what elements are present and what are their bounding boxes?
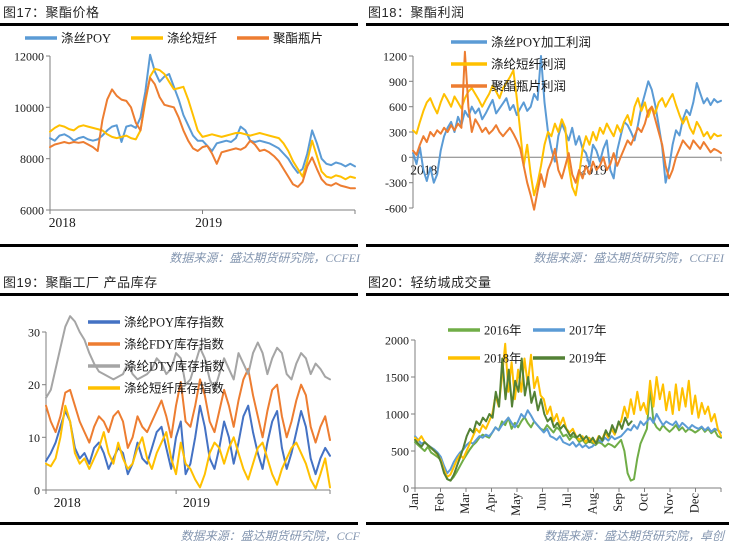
chart-panel-19: 图19：聚酯工厂 产品库存 0 10 20 30 2018 2019 涤纶POY库存指数 涤纶… <box>0 267 365 545</box>
svg-text:涤纶短纤: 涤纶短纤 <box>167 32 218 46</box>
svg-text:8000: 8000 <box>20 152 44 166</box>
svg-text:Oct: Oct <box>637 492 651 511</box>
svg-text:-300: -300 <box>385 176 407 190</box>
data-source-20: 数据来源：盛达期货研究院，卓创 <box>543 529 724 543</box>
svg-text:2019年: 2019年 <box>569 352 607 366</box>
title-divider <box>366 23 729 26</box>
svg-text:Aug: Aug <box>586 492 600 514</box>
svg-text:涤纶短纤库存指数: 涤纶短纤库存指数 <box>124 381 225 396</box>
svg-text:30: 30 <box>28 326 40 340</box>
chart-panel-20: 图20：轻纺城成交量 0 500 1000 1500 2000 Jan Feb Mar Apr M… <box>365 267 729 545</box>
chart-panel-18: 图18：聚酯利润 -600 -300 0 300 600 900 1200 2018 2019 涤… <box>365 2 729 267</box>
svg-text:Jun: Jun <box>535 492 549 510</box>
svg-text:-600: -600 <box>385 202 407 216</box>
line-chart-inventory-index: 0 10 20 30 2018 2019 涤纶POY库存指数涤纶FDY库存指数涤纶DTY库存… <box>28 315 331 510</box>
svg-text:涤纶DTY库存指数: 涤纶DTY库存指数 <box>124 359 225 374</box>
svg-text:Jan: Jan <box>407 492 421 509</box>
svg-text:涤丝POY: 涤丝POY <box>61 32 111 46</box>
title-divider <box>0 23 358 26</box>
svg-text:10: 10 <box>28 431 40 445</box>
bottom-divider <box>366 522 729 525</box>
chart-title-20: 图20：轻纺城成交量 <box>368 275 492 290</box>
svg-text:Apr: Apr <box>484 492 498 512</box>
svg-text:6000: 6000 <box>20 204 44 218</box>
svg-text:20: 20 <box>28 378 40 392</box>
svg-text:涤纶FDY库存指数: 涤纶FDY库存指数 <box>124 337 225 352</box>
svg-text:Mar: Mar <box>458 492 472 514</box>
line-chart-polyester-price: 6000 8000 10000 12000 2018 2019 涤丝POY 涤纶短纤 聚酯瓶片 <box>14 32 356 230</box>
svg-text:聚酯瓶片: 聚酯瓶片 <box>273 32 323 46</box>
svg-text:1000: 1000 <box>385 408 409 422</box>
svg-text:0: 0 <box>34 484 40 498</box>
svg-text:涤纶短纤利润: 涤纶短纤利润 <box>491 58 566 72</box>
svg-text:10000: 10000 <box>14 101 44 115</box>
svg-text:2019: 2019 <box>195 215 222 230</box>
svg-text:2019: 2019 <box>183 495 210 510</box>
svg-text:1200: 1200 <box>383 50 407 64</box>
svg-text:12000: 12000 <box>14 50 44 64</box>
svg-text:2018: 2018 <box>49 215 76 230</box>
svg-text:涤纶POY库存指数: 涤纶POY库存指数 <box>124 315 225 330</box>
svg-text:600: 600 <box>389 100 407 114</box>
chart-body: 0 500 1000 1500 2000 Jan Feb Mar Apr May Jun Jul Aug… <box>365 296 729 522</box>
svg-text:2000: 2000 <box>385 334 409 348</box>
svg-text:Nov: Nov <box>662 492 676 514</box>
chart-body: 6000 8000 10000 12000 2018 2019 涤丝POY 涤纶短纤 聚酯瓶片 <box>0 26 365 244</box>
svg-text:2018年: 2018年 <box>484 352 522 366</box>
svg-text:0: 0 <box>401 151 407 165</box>
title-divider <box>366 293 729 296</box>
bottom-divider <box>0 244 358 247</box>
chart-title-19: 图19：聚酯工厂 产品库存 <box>3 275 158 290</box>
chart-title-17: 图17：聚酯价格 <box>3 5 100 20</box>
data-source-19: 数据来源：盛达期货研究院，CCF <box>180 529 360 543</box>
bottom-divider <box>0 522 358 525</box>
svg-text:Feb: Feb <box>433 493 447 512</box>
title-divider <box>0 293 358 296</box>
bottom-divider <box>366 244 729 247</box>
svg-text:Jul: Jul <box>560 492 574 507</box>
svg-text:500: 500 <box>391 445 409 459</box>
svg-text:2017年: 2017年 <box>569 324 607 338</box>
svg-text:0: 0 <box>403 482 409 496</box>
chart-title-18: 图18：聚酯利润 <box>368 5 465 20</box>
svg-text:300: 300 <box>389 126 407 140</box>
svg-text:1500: 1500 <box>385 371 409 385</box>
data-source-17: 数据来源：盛达期货研究院，CCFEI <box>169 251 360 265</box>
svg-text:Sep: Sep <box>611 493 625 512</box>
svg-text:聚酯瓶片利润: 聚酯瓶片利润 <box>491 80 566 94</box>
data-source-18: 数据来源：盛达期货研究院，CCFEI <box>533 251 724 265</box>
svg-text:900: 900 <box>389 75 407 89</box>
chart-body: -600 -300 0 300 600 900 1200 2018 2019 涤丝POY加工利润涤… <box>365 26 729 244</box>
chart-body: 0 10 20 30 2018 2019 涤纶POY库存指数 涤纶FDY库存指数 涤纶DTY库存… <box>0 296 365 522</box>
line-chart-textile-volume: 0 500 1000 1500 2000 Jan Feb Mar Apr May Jun Jul Aug… <box>385 324 722 516</box>
svg-text:涤丝POY加工利润: 涤丝POY加工利润 <box>491 36 591 50</box>
svg-text:May: May <box>509 492 523 516</box>
chart-panel-17: 图17：聚酯价格 6000 8000 10000 12000 2018 2019 涤丝POY… <box>0 2 365 267</box>
svg-text:2016年: 2016年 <box>484 324 522 338</box>
svg-text:Dec: Dec <box>688 493 702 514</box>
svg-text:2018: 2018 <box>54 495 81 510</box>
